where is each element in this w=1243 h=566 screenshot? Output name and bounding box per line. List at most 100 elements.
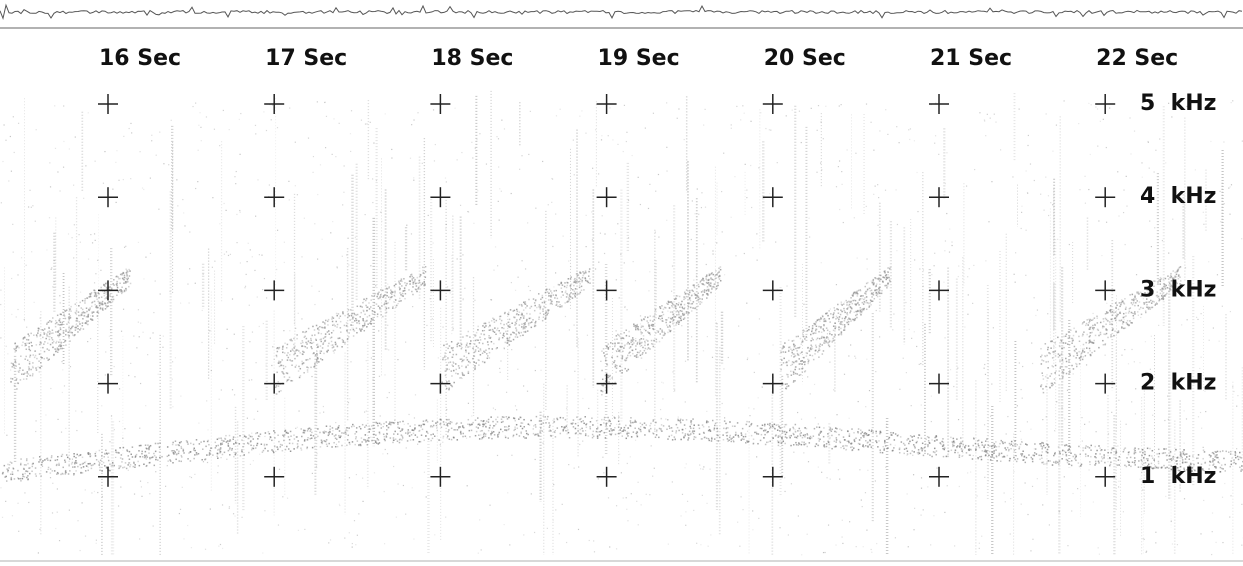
speckle	[145, 464, 148, 467]
speckle	[364, 324, 366, 326]
speckle	[571, 423, 573, 425]
speckle	[346, 324, 348, 327]
speckle	[802, 333, 804, 336]
speckle	[66, 456, 69, 459]
speckle	[1074, 453, 1076, 456]
speckle	[452, 362, 455, 364]
speckle	[27, 339, 30, 341]
speckle	[884, 442, 886, 445]
speckle	[1186, 456, 1188, 458]
speckle	[451, 356, 454, 358]
speckle	[527, 322, 530, 325]
speckle	[819, 432, 821, 434]
speckle	[472, 347, 474, 350]
speckle	[100, 303, 103, 306]
speckle	[582, 271, 584, 273]
speckle	[221, 453, 224, 456]
speckle	[820, 331, 823, 334]
speckle	[346, 338, 349, 341]
speckle	[705, 279, 708, 281]
speckle	[884, 284, 886, 287]
speckle	[777, 444, 780, 447]
speckle	[50, 337, 53, 339]
speckle	[180, 441, 182, 443]
speckle	[767, 431, 769, 433]
speckle	[690, 433, 692, 435]
speckle	[602, 385, 604, 387]
speckle	[7, 470, 9, 473]
speckle	[630, 422, 632, 424]
speckle	[335, 428, 337, 430]
speckle	[167, 460, 169, 462]
speckle	[808, 350, 811, 352]
speckle	[485, 426, 487, 428]
speckle	[388, 423, 390, 425]
speckle	[57, 455, 59, 458]
speckle	[849, 310, 852, 312]
speckle	[801, 341, 803, 344]
speckle	[558, 301, 560, 303]
speckle	[458, 426, 460, 428]
speckle	[379, 293, 382, 296]
speckle	[356, 305, 359, 308]
speckle	[983, 450, 986, 453]
speckle	[617, 342, 619, 344]
speckle	[1175, 460, 1177, 462]
speckle	[823, 444, 826, 446]
speckle	[219, 447, 222, 449]
speckle	[479, 339, 482, 341]
speckle	[34, 473, 37, 475]
speckle	[474, 434, 477, 437]
speckle	[690, 423, 693, 425]
speckle	[640, 342, 643, 344]
speckle	[844, 317, 846, 320]
speckle	[703, 436, 706, 439]
speckle	[21, 373, 23, 375]
speckle	[287, 356, 290, 359]
speckle	[459, 358, 462, 360]
speckle	[820, 430, 823, 433]
speckle	[486, 341, 489, 343]
speckle	[1061, 449, 1064, 452]
speckle	[43, 350, 46, 353]
speckle	[50, 456, 53, 459]
speckle	[228, 440, 231, 442]
speckle	[393, 439, 395, 441]
speckle	[524, 323, 526, 326]
speckle	[444, 359, 446, 361]
speckle	[874, 277, 876, 279]
speckle	[5, 475, 7, 478]
speckle	[664, 332, 666, 335]
speckle	[411, 429, 413, 431]
speckle	[861, 310, 864, 312]
speckle	[456, 422, 458, 424]
speckle	[714, 424, 716, 427]
speckle	[1157, 455, 1160, 458]
speckle	[998, 454, 1000, 457]
speckle	[848, 318, 851, 320]
speckle	[893, 439, 896, 441]
speckle	[355, 431, 358, 433]
speckle	[809, 435, 812, 438]
speckle	[585, 423, 587, 426]
speckle	[43, 357, 45, 360]
speckle	[1144, 466, 1147, 469]
speckle	[578, 280, 581, 283]
speckle	[127, 277, 129, 280]
speckle	[123, 276, 126, 279]
speckle	[765, 429, 767, 431]
speckle	[572, 281, 575, 284]
speckle	[653, 315, 656, 317]
speckle	[777, 424, 779, 426]
speckle	[859, 289, 862, 292]
speckle	[263, 444, 266, 447]
speckle	[726, 431, 729, 434]
speckle	[661, 430, 663, 432]
speckle	[75, 456, 77, 459]
speckle	[514, 324, 516, 326]
speckle	[108, 286, 110, 289]
speckle	[103, 456, 105, 458]
speckle	[64, 471, 67, 473]
speckle	[1183, 469, 1186, 471]
speckle	[293, 448, 295, 450]
